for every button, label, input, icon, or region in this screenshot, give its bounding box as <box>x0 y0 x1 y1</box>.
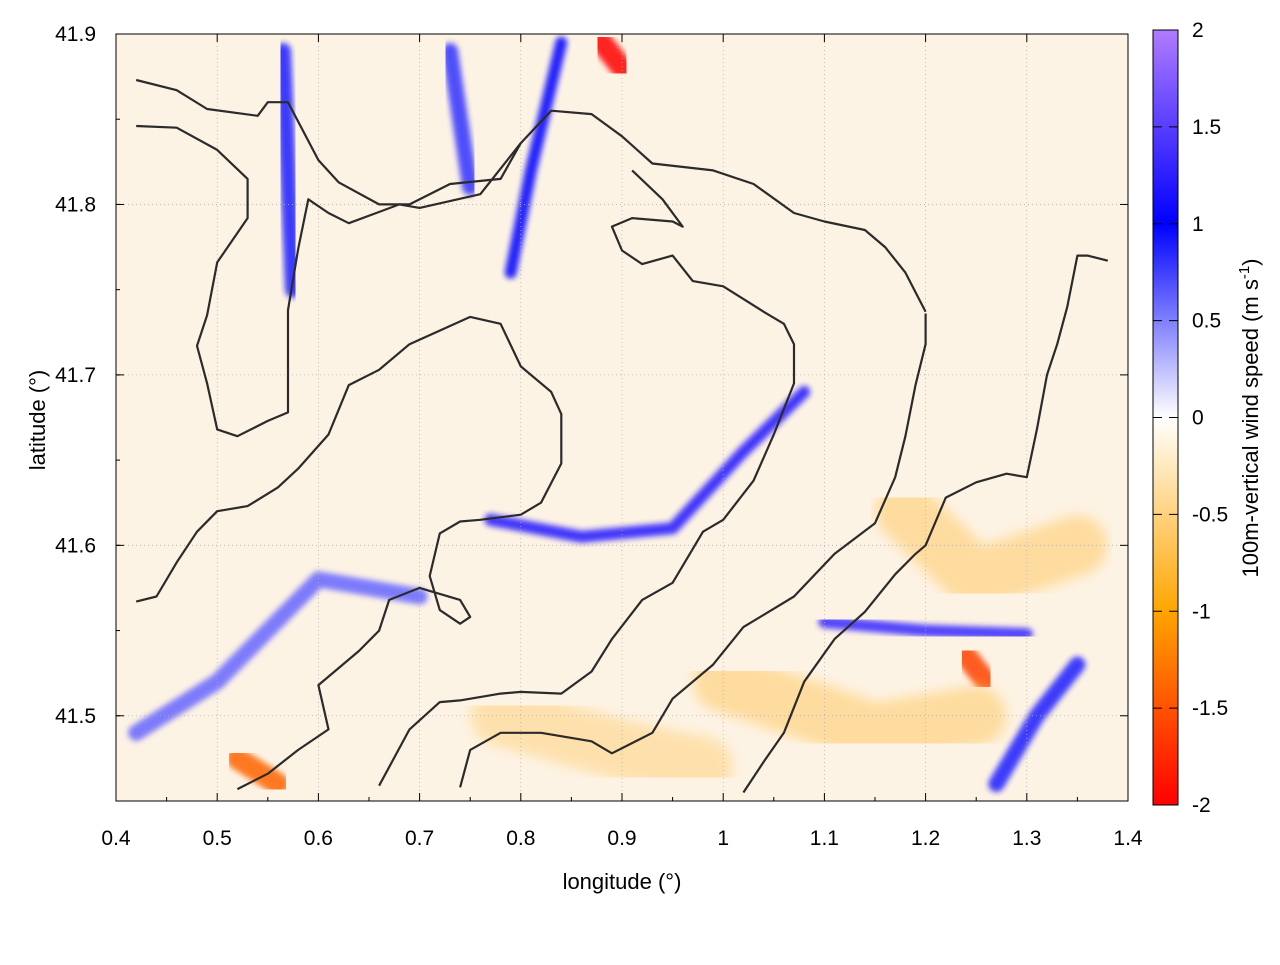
heatmap-feature-2 <box>442 43 479 196</box>
terrain-contours <box>135 78 1109 794</box>
colorbar-tick-label: -1 <box>1192 600 1211 623</box>
axes: 0.4 0.5 0.6 0.7 0.8 0.9 1 1.1 1.2 1.3 1.4 41.5 41.6 4… <box>55 23 1143 850</box>
x-tick-label: 0.9 <box>607 827 636 850</box>
x-tick-label: 0.5 <box>203 827 232 850</box>
colorbar-label-close: ) <box>1238 258 1263 265</box>
heatmap-feature-12 <box>470 685 733 797</box>
colorbar-label-sup: -1 <box>1236 266 1253 279</box>
heatmap-feature-11 <box>875 481 1108 610</box>
y-tick-label: 41.8 <box>55 193 96 216</box>
contour-line-5 <box>742 254 1109 794</box>
colorbar-tick-label: -0.5 <box>1192 503 1228 526</box>
colorbar-tick-label: 1.5 <box>1192 116 1221 139</box>
x-tick-label: 1.3 <box>1012 827 1041 850</box>
y-tick-label: 41.5 <box>55 705 96 728</box>
y-tick-label: 41.6 <box>55 534 96 557</box>
y-tick-label: 41.7 <box>55 364 96 387</box>
heatmap-feature-0 <box>484 385 811 543</box>
colorbar-tick-label: -1.5 <box>1192 697 1228 720</box>
heatmap-feature-7 <box>590 34 633 80</box>
colorbar-ticks: 2 1.5 1 0.5 0 -0.5 -1 -1.5 -2 <box>1153 19 1228 817</box>
colorbar-label: 100m-vertical wind speed (m s-1) <box>1236 258 1263 577</box>
heatmap-feature-3 <box>504 36 568 279</box>
contour-line-4 <box>459 313 927 788</box>
y-axis-label: latitude (°) <box>25 370 50 471</box>
heatmap-field <box>116 34 1128 801</box>
heatmap-feature-4 <box>128 571 428 741</box>
x-tick-label: 1.4 <box>1113 827 1143 850</box>
x-tick-label: 0.6 <box>304 827 333 850</box>
colorbar-tick-label: 0.5 <box>1192 310 1221 333</box>
heatmap-feature-8 <box>955 645 998 693</box>
x-tick-label: 0.4 <box>101 827 131 850</box>
x-axis-label: longitude (°) <box>563 869 682 894</box>
colorbar-tick-label: 0 <box>1192 407 1204 430</box>
x-tick-label: 1.2 <box>911 827 940 850</box>
x-tick-label: 0.8 <box>506 827 535 850</box>
colorbar-tick-label: 1 <box>1192 213 1204 236</box>
colorbar-tick-label: 2 <box>1192 19 1204 42</box>
colorbar-tick-label: -2 <box>1192 794 1211 817</box>
contour-line-2 <box>135 315 563 791</box>
x-tick-label: 1 <box>717 827 729 850</box>
contour-line-3 <box>378 169 796 787</box>
x-tick-label: 0.7 <box>405 827 434 850</box>
x-tick-label: 1.1 <box>810 827 839 850</box>
heatmap-feature-10 <box>693 651 1007 763</box>
y-tick-label: 41.9 <box>55 23 96 46</box>
contour-line-1 <box>136 124 522 438</box>
colorbar-label-main: 100m-vertical wind speed (m s <box>1238 279 1263 577</box>
heatmap-feature-9 <box>226 747 289 795</box>
heatmap-feature-1 <box>275 43 302 298</box>
